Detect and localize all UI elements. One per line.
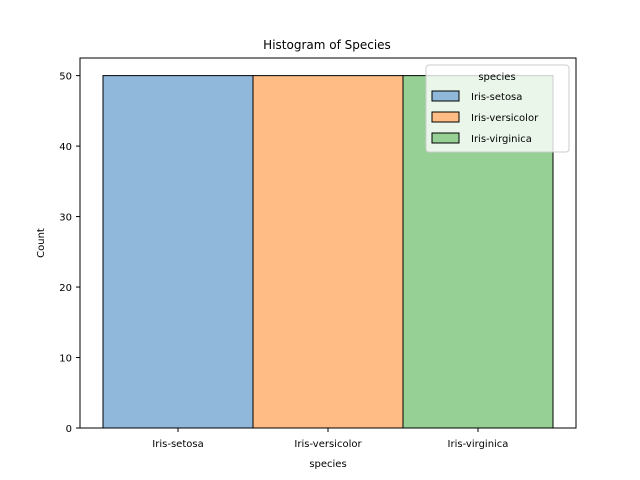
- x-tick-label: Iris-virginica: [448, 439, 509, 450]
- legend: species Iris-setosa Iris-versicolor Iris-v…: [425, 64, 570, 153]
- y-tick-label: 30: [59, 213, 72, 224]
- x-tick-label: Iris-setosa: [152, 439, 203, 450]
- legend-label: Iris-virginica: [471, 134, 532, 145]
- y-tick-label: 0: [66, 424, 72, 435]
- legend-swatch: [431, 90, 460, 102]
- y-tick-label: 40: [59, 142, 72, 153]
- x-tick-label: Iris-versicolor: [294, 439, 362, 450]
- y-tick-label: 50: [59, 72, 72, 83]
- y-tick-label: 10: [59, 354, 72, 365]
- legend-swatch: [431, 132, 460, 144]
- legend-label: Iris-setosa: [471, 92, 522, 103]
- legend-title: species: [478, 72, 515, 83]
- y-axis: 0 10 20 30 40 50: [59, 72, 80, 435]
- y-axis-label: Count: [36, 228, 47, 258]
- legend-box: [425, 64, 570, 153]
- legend-swatch: [431, 111, 460, 123]
- y-tick-label: 20: [59, 283, 72, 294]
- x-axis-label: species: [309, 459, 346, 470]
- legend-label: Iris-versicolor: [471, 113, 539, 124]
- chart-title: Histogram of Species: [263, 38, 391, 52]
- bar-iris-versicolor: [252, 75, 404, 429]
- x-axis: Iris-setosa Iris-versicolor Iris-virginica: [152, 428, 508, 450]
- bar-iris-setosa: [102, 75, 254, 429]
